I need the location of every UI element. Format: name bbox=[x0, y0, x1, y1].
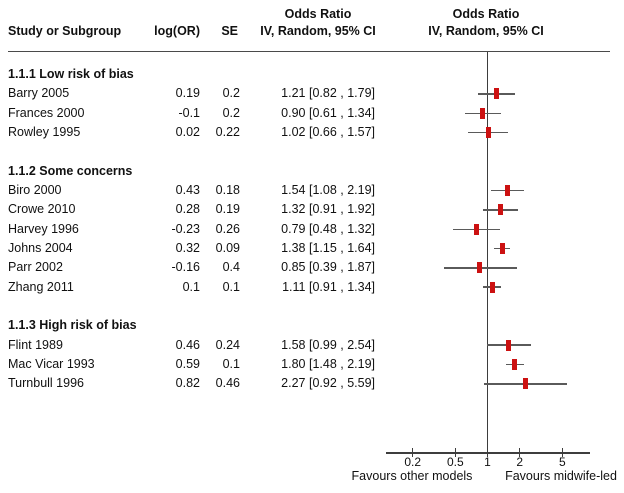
axis-tick-label: 0.2 bbox=[404, 455, 422, 469]
axis-tick-label: 5 bbox=[558, 455, 566, 469]
study-ci-text: 0.85 [0.39 , 1.87] bbox=[281, 260, 375, 275]
col-header-study: Study or Subgroup bbox=[8, 24, 122, 38]
study-se: 0.26 bbox=[215, 221, 240, 236]
study-name: Biro 2000 bbox=[8, 182, 62, 197]
study-log-or: 0.19 bbox=[175, 86, 200, 101]
study-ci-text: 1.11 [0.91 , 1.34] bbox=[282, 279, 375, 294]
study-ci-text: 1.02 [0.66 , 1.57] bbox=[281, 124, 375, 139]
group-heading: 1.1.1 Low risk of bias bbox=[8, 67, 134, 81]
study-name: Parr 2002 bbox=[8, 260, 63, 275]
study-log-or: -0.16 bbox=[171, 260, 201, 275]
effect-marker bbox=[474, 223, 480, 235]
study-log-or: 0.43 bbox=[175, 182, 200, 197]
axis-tick bbox=[486, 448, 489, 457]
col-header-se: SE bbox=[221, 24, 238, 38]
study-ci-text: 1.54 [1.08 , 2.19] bbox=[281, 182, 375, 197]
col-header-odds-ratio: Odds Ratio bbox=[284, 7, 352, 21]
axis-tick bbox=[454, 448, 457, 457]
plot-header-odds-ratio: Odds Ratio bbox=[452, 7, 520, 21]
study-se: 0.46 bbox=[215, 376, 240, 391]
study-log-or: 0.82 bbox=[175, 376, 200, 391]
study-se: 0.2 bbox=[222, 105, 240, 120]
study-ci-text: 1.80 [1.48 , 2.19] bbox=[281, 356, 375, 371]
effect-marker bbox=[497, 204, 503, 216]
study-ci-text: 0.90 [0.61 , 1.34] bbox=[281, 105, 375, 120]
study-name: Turnbull 1996 bbox=[8, 376, 84, 391]
effect-marker bbox=[493, 88, 499, 100]
study-name: Zhang 2011 bbox=[8, 279, 74, 294]
group-heading: 1.1.2 Some concerns bbox=[8, 163, 133, 178]
study-name: Harvey 1996 bbox=[8, 221, 79, 236]
effect-marker bbox=[480, 107, 486, 119]
study-log-or: 0.28 bbox=[175, 202, 200, 217]
axis-tick-label: 1 bbox=[484, 455, 491, 469]
study-ci-text: 1.32 [0.91 , 1.92] bbox=[281, 202, 375, 217]
study-se: 0.2 bbox=[222, 86, 240, 101]
study-ci-text: 1.58 [0.99 , 2.54] bbox=[281, 337, 375, 352]
study-se: 0.22 bbox=[215, 124, 240, 139]
study-name: Johns 2004 bbox=[8, 240, 73, 255]
study-ci-text: 1.21 [0.82 , 1.79] bbox=[281, 86, 375, 101]
study-log-or: -0.1 bbox=[178, 105, 200, 120]
axis-tick-label: 0.5 bbox=[446, 455, 464, 469]
null-effect-line bbox=[486, 52, 489, 453]
col-header-ci-method: IV, Random, 95% CI bbox=[260, 24, 376, 38]
study-ci-text: 1.38 [1.15 , 1.64] bbox=[281, 240, 375, 255]
study-ci-text: 2.27 [0.92 , 5.59] bbox=[281, 376, 375, 391]
axis-tick-label: 2 bbox=[516, 455, 524, 469]
col-header-log-or: log(OR) bbox=[154, 24, 200, 38]
study-se: 0.18 bbox=[215, 182, 240, 197]
effect-marker bbox=[505, 185, 511, 197]
effect-marker bbox=[506, 339, 512, 351]
study-log-or: -0.23 bbox=[171, 221, 201, 236]
study-se: 0.4 bbox=[222, 260, 240, 275]
study-log-or: 0.1 bbox=[182, 279, 200, 294]
header-separator bbox=[8, 50, 610, 53]
effect-marker bbox=[512, 359, 518, 371]
study-se: 0.24 bbox=[215, 337, 240, 352]
effect-marker bbox=[523, 378, 529, 390]
study-name: Flint 1989 bbox=[8, 337, 63, 352]
axis-tick bbox=[561, 448, 564, 457]
study-se: 0.1 bbox=[222, 279, 240, 294]
study-log-or: 0.46 bbox=[175, 337, 200, 352]
axis-tick bbox=[411, 448, 414, 457]
favours-right-label: Favours midwife-led bbox=[505, 469, 617, 483]
study-name: Rowley 1995 bbox=[8, 124, 81, 139]
plot-header-ci-method: IV, Random, 95% CI bbox=[428, 24, 544, 38]
study-se: 0.09 bbox=[215, 240, 240, 255]
study-name: Barry 2005 bbox=[8, 86, 70, 101]
study-ci-text: 0.79 [0.48 , 1.32] bbox=[281, 221, 375, 236]
study-se: 0.19 bbox=[215, 202, 240, 217]
study-se: 0.1 bbox=[222, 356, 240, 371]
study-log-or: 0.32 bbox=[175, 240, 200, 255]
effect-marker bbox=[489, 281, 495, 293]
study-name: Crowe 2010 bbox=[8, 202, 76, 217]
effect-marker bbox=[499, 243, 505, 255]
study-log-or: 0.59 bbox=[175, 356, 200, 371]
effect-marker bbox=[477, 262, 483, 274]
study-log-or: 0.02 bbox=[175, 124, 200, 139]
group-heading: 1.1.3 High risk of bias bbox=[8, 318, 137, 333]
study-name: Mac Vicar 1993 bbox=[8, 356, 95, 371]
axis-tick bbox=[518, 448, 521, 457]
study-name: Frances 2000 bbox=[8, 105, 85, 120]
favours-left-label: Favours other models bbox=[351, 469, 473, 483]
effect-marker bbox=[485, 127, 491, 139]
